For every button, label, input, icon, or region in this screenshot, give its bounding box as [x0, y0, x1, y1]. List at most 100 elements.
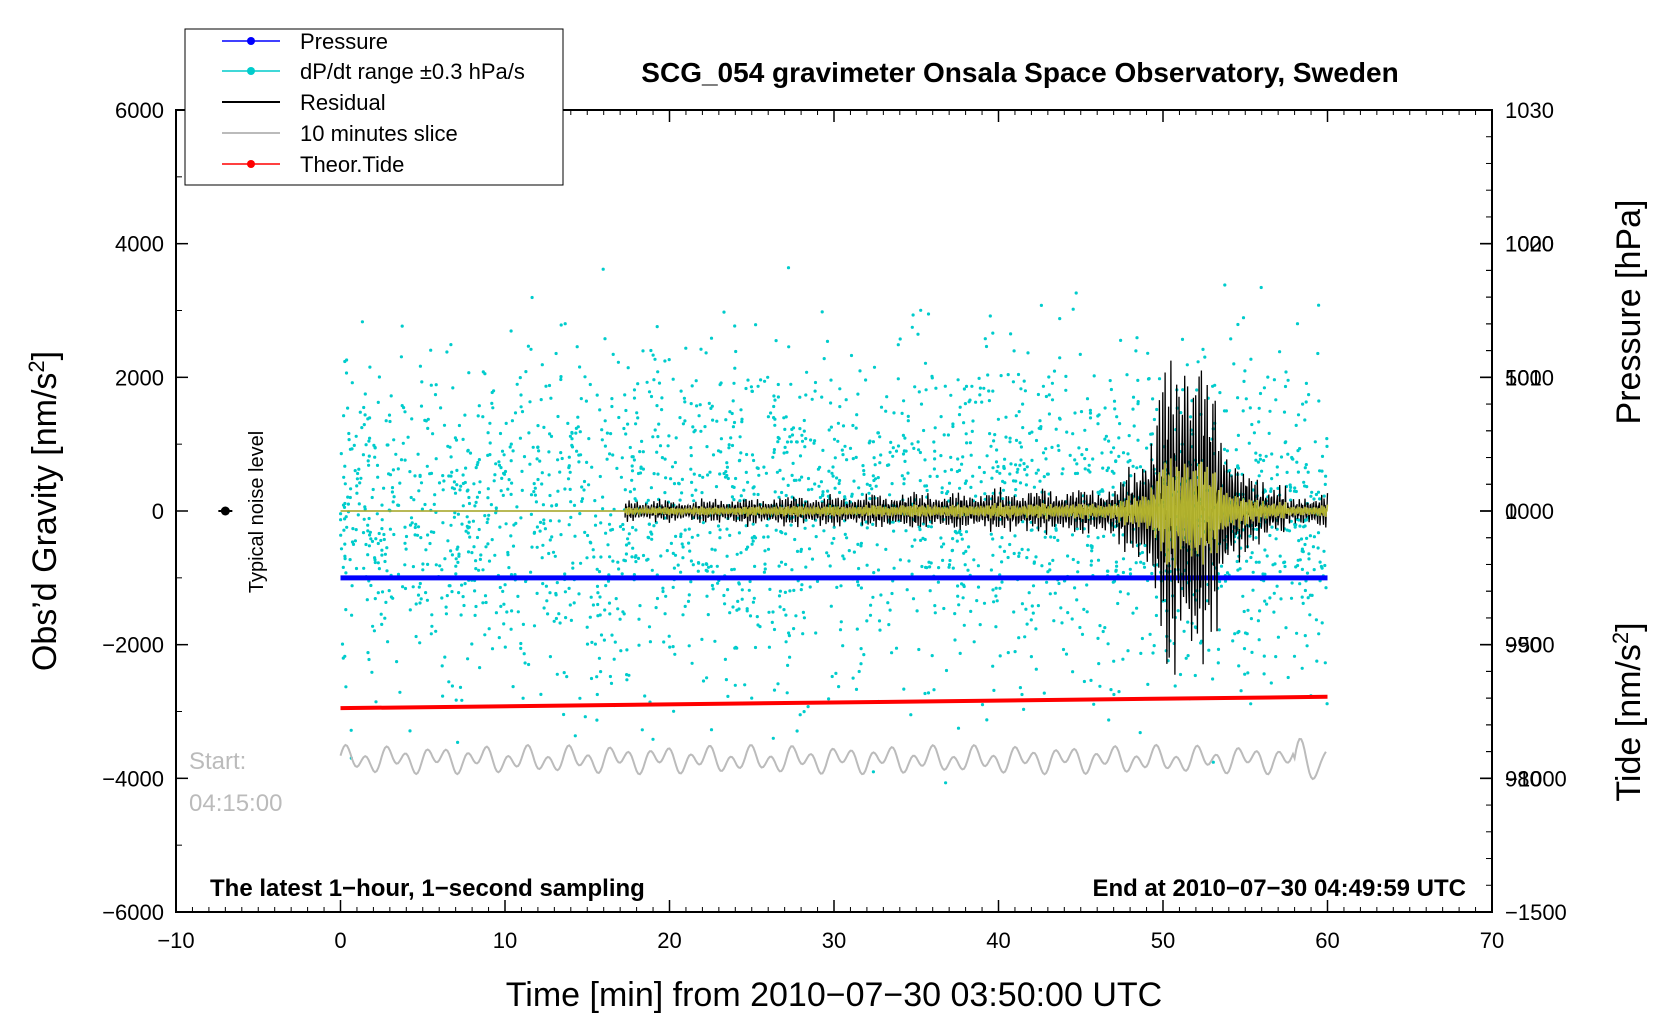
dpdt-point: [918, 479, 922, 483]
dpdt-point: [366, 553, 370, 557]
dpdt-point: [869, 603, 873, 607]
dpdt-point: [571, 566, 575, 570]
dpdt-point: [1291, 457, 1295, 461]
dpdt-point: [540, 556, 544, 560]
dpdt-point: [991, 537, 995, 541]
dpdt-point: [416, 593, 421, 597]
dpdt-point: [346, 502, 350, 506]
dpdt-point: [854, 687, 859, 692]
dpdt-point: [1296, 449, 1300, 453]
dpdt-point: [411, 565, 415, 569]
dpdt-point: [1318, 469, 1322, 473]
dpdt-point: [508, 445, 512, 449]
dpdt-point: [1021, 402, 1025, 406]
dpdt-point: [577, 592, 581, 596]
dpdt-point: [339, 452, 343, 456]
dpdt-point: [678, 498, 682, 502]
dpdt-point: [568, 487, 572, 491]
dpdt-point: [690, 493, 694, 497]
dpdt-point: [1217, 628, 1221, 632]
dpdt-point: [484, 545, 488, 549]
dpdt-point: [1305, 485, 1309, 489]
dpdt-point: [634, 499, 638, 503]
dpdt-point: [767, 645, 772, 649]
dpdt-point: [838, 490, 842, 495]
dpdt-point: [350, 540, 355, 544]
dpdt-point: [948, 558, 952, 563]
dpdt-point: [1001, 479, 1005, 483]
dpdt-point: [406, 435, 410, 439]
dpdt-point: [358, 481, 362, 485]
dpdt-point: [547, 383, 552, 388]
dpdt-point: [1261, 572, 1265, 576]
dpdt-point: [499, 466, 503, 470]
dpdt-point: [1098, 684, 1102, 688]
dpdt-point: [1293, 525, 1297, 529]
dpdt-point: [745, 452, 749, 457]
dpdt-point: [621, 522, 625, 527]
note-left: The latest 1−hour, 1−second sampling: [210, 875, 645, 902]
dpdt-point: [1032, 485, 1036, 489]
dpdt-point: [371, 487, 375, 492]
dpdt-point: [684, 346, 688, 350]
dpdt-point: [1049, 535, 1053, 539]
dpdt-point: [1126, 649, 1130, 653]
dpdt-point: [547, 551, 551, 556]
dpdt-point: [912, 446, 916, 450]
dpdt-point: [1307, 557, 1311, 561]
dpdt-point: [571, 561, 575, 565]
dpdt-point: [509, 442, 513, 446]
dpdt-point: [368, 436, 372, 440]
dpdt-point: [456, 560, 460, 565]
dpdt-point: [460, 522, 464, 526]
dpdt-point: [1207, 648, 1211, 652]
dpdt-point: [509, 627, 513, 631]
dpdt-point: [865, 482, 869, 486]
dpdt-point: [951, 566, 955, 570]
x-tick-label: 40: [986, 928, 1010, 953]
dpdt-point: [1131, 611, 1135, 615]
dpdt-point: [680, 542, 684, 546]
dpdt-point: [1139, 560, 1143, 564]
dpdt-point: [965, 441, 969, 445]
dpdt-point: [542, 606, 546, 610]
dpdt-point: [989, 532, 993, 536]
dpdt-point: [465, 515, 469, 519]
dpdt-point: [709, 564, 713, 569]
dpdt-point: [660, 396, 664, 400]
dpdt-point: [526, 344, 531, 348]
dpdt-point: [570, 443, 574, 447]
dpdt-point: [388, 527, 392, 531]
dpdt-point: [416, 525, 421, 529]
dpdt-point: [583, 530, 587, 535]
dpdt-point: [456, 740, 460, 745]
dpdt-point: [343, 557, 347, 561]
dpdt-point: [580, 485, 584, 489]
dpdt-point: [1091, 457, 1095, 461]
dpdt-point: [1314, 618, 1318, 622]
dpdt-point: [1245, 559, 1249, 563]
dpdt-point: [1241, 316, 1246, 320]
dpdt-point: [483, 633, 487, 637]
dpdt-point: [963, 481, 968, 485]
dpdt-point: [821, 494, 825, 498]
dpdt-point: [1283, 564, 1287, 569]
dpdt-point: [510, 419, 514, 423]
dpdt-point: [467, 495, 471, 500]
y-tick-label-tide: 500: [1505, 365, 1542, 390]
dpdt-point: [1031, 611, 1035, 615]
dpdt-point: [442, 423, 447, 427]
dpdt-point: [342, 414, 346, 418]
dpdt-point: [532, 624, 537, 628]
dpdt-point: [723, 602, 727, 606]
dpdt-point: [1100, 451, 1104, 455]
dpdt-point: [731, 605, 735, 609]
dpdt-point: [486, 431, 490, 435]
dpdt-point: [477, 527, 481, 532]
dpdt-point: [356, 471, 360, 476]
dpdt-point: [802, 616, 807, 620]
dpdt-point: [814, 631, 818, 635]
dpdt-point: [960, 462, 964, 466]
dpdt-point: [755, 466, 759, 470]
dpdt-point: [1088, 408, 1092, 412]
